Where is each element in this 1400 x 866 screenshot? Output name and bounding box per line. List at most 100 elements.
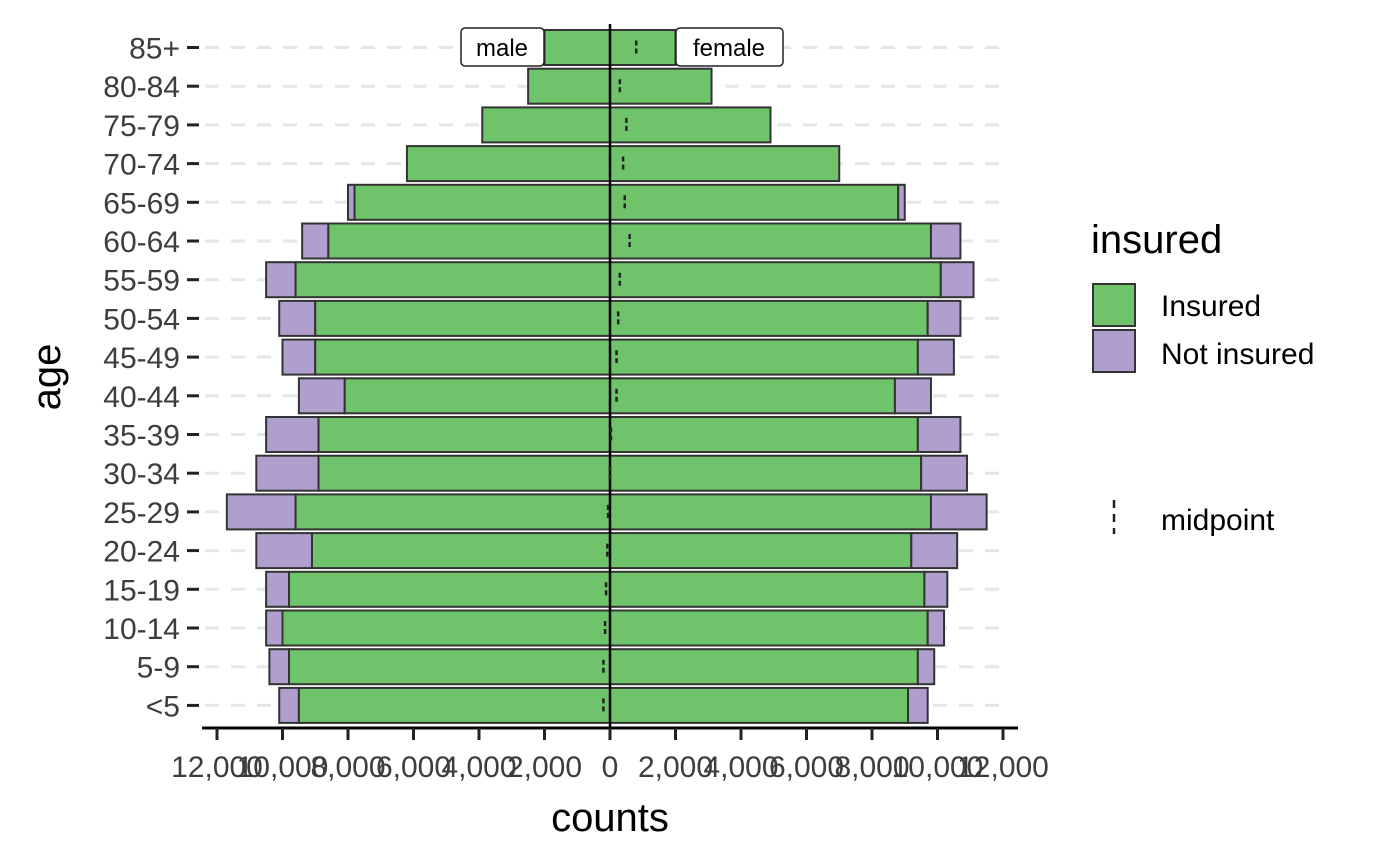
bar-female-not-insured — [920, 454, 968, 492]
legend-title: insured — [1091, 218, 1222, 262]
bar-male-insured — [405, 145, 612, 183]
bar-male-not-insured — [278, 686, 300, 724]
bar-female-not-insured — [929, 222, 962, 260]
sex-labels: male female — [460, 27, 784, 67]
bar-male-not-insured — [278, 299, 317, 337]
bar-female-not-insured — [923, 570, 949, 608]
bar-male-insured — [327, 222, 611, 260]
y-axis: <5 5-9 10-14 15-19 20-24 25-29 30-34 35-39 40-44… — [103, 33, 199, 723]
x-tick-label: 4,000 — [441, 751, 516, 784]
bar-male-not-insured — [265, 416, 320, 453]
bar-male-not-insured — [265, 609, 284, 647]
male-label-box — [460, 27, 545, 67]
legend-swatch-insured — [1092, 283, 1136, 327]
y-axis-title: age — [25, 344, 69, 411]
bar-male-not-insured — [297, 377, 346, 415]
bar-male-insured — [297, 686, 611, 724]
bar-female-not-insured — [910, 532, 959, 570]
bar-female-insured — [609, 454, 923, 492]
x-tick-label: 12,000 — [171, 751, 263, 784]
y-tick-label: 20-24 — [103, 536, 180, 569]
bar-male-insured — [288, 570, 611, 608]
y-tick-label: 70-74 — [103, 149, 180, 182]
bar-male-not-insured — [255, 532, 313, 570]
y-tick-label: 50-54 — [103, 303, 180, 336]
midpoint-marks — [602, 40, 638, 713]
bar-female-insured — [609, 106, 772, 144]
male-label: male — [476, 35, 528, 62]
bar-female-insured — [609, 183, 900, 221]
legend-label-midpoint: midpoint — [1161, 504, 1275, 537]
bar-male-insured — [543, 29, 611, 66]
bar-male-not-insured — [281, 338, 317, 376]
bar-male-insured — [294, 493, 611, 531]
bar-female-not-insured — [939, 261, 975, 299]
y-tick-label: 45-49 — [103, 342, 180, 375]
legend-label-not-insured: Not insured — [1161, 338, 1314, 371]
bar-male-insured — [343, 377, 611, 415]
bar-male-insured — [314, 338, 611, 376]
x-tick-label: 8,000 — [834, 751, 909, 784]
bar-female-insured — [609, 338, 919, 376]
bar-female-insured — [609, 145, 841, 183]
bar-male-insured — [527, 67, 611, 105]
bar-female-insured — [609, 416, 919, 453]
female-label: female — [693, 35, 765, 62]
bar-female-insured — [609, 570, 926, 608]
bar-male-not-insured — [301, 222, 330, 260]
bar-male-not-insured — [265, 570, 291, 608]
bar-male-insured — [317, 416, 611, 453]
y-tick-label: 65-69 — [103, 187, 180, 220]
bar-female-insured — [609, 648, 919, 686]
x-tick-label: 2,000 — [638, 751, 713, 784]
x-tick-label: 0 — [602, 751, 619, 784]
bar-female-not-insured — [916, 338, 955, 376]
y-tick-label: 10-14 — [103, 613, 180, 646]
bar-female-insured — [609, 377, 896, 415]
x-axis-title: counts — [551, 796, 669, 840]
bar-male-insured — [294, 261, 611, 299]
y-tick-label: 40-44 — [103, 381, 180, 414]
bar-male-insured — [288, 648, 611, 686]
y-tick-label: 55-59 — [103, 265, 180, 298]
female-label-box — [675, 27, 784, 67]
y-tick-label: 35-39 — [103, 420, 180, 453]
bar-female-insured — [609, 493, 932, 531]
bar-male-insured — [481, 106, 611, 144]
y-tick-label: <5 — [146, 690, 180, 723]
y-tick-label: 15-19 — [103, 574, 180, 607]
bar-female-insured — [609, 686, 910, 724]
y-tick-label: 5-9 — [137, 652, 180, 685]
bars — [225, 24, 988, 728]
bar-female-not-insured — [926, 609, 946, 647]
bar-female-insured — [609, 299, 929, 337]
y-tick-label: 80-84 — [103, 71, 180, 104]
y-tick-label: 75-79 — [103, 110, 180, 143]
bar-male-not-insured — [268, 648, 291, 686]
x-tick-label: 8,000 — [310, 751, 385, 784]
bar-male-insured — [314, 299, 611, 337]
y-tick-label: 25-29 — [103, 497, 180, 530]
bar-female-not-insured — [907, 686, 929, 724]
bar-female-not-insured — [926, 299, 962, 337]
y-tick-label: 30-34 — [103, 458, 180, 491]
x-tick-label: 10,000 — [892, 751, 984, 784]
x-tick-label: 6,000 — [769, 751, 844, 784]
x-tick-label: 2,000 — [507, 751, 582, 784]
bar-male-insured — [353, 183, 611, 221]
y-tick-label: 85+ — [129, 33, 180, 66]
bar-female-insured — [609, 609, 929, 647]
bar-female-not-insured — [916, 648, 936, 686]
y-tick-label: 60-64 — [103, 226, 180, 259]
bar-female-insured — [609, 261, 942, 299]
bar-female-not-insured — [893, 377, 932, 415]
bar-female-insured — [609, 67, 713, 105]
bar-female-insured — [609, 29, 677, 66]
x-tick-label: 10,000 — [237, 751, 329, 784]
bar-female-not-insured — [897, 183, 906, 221]
x-tick-label: 4,000 — [703, 751, 778, 784]
bar-female-not-insured — [929, 493, 988, 531]
x-tick-label: 12,000 — [957, 751, 1049, 784]
